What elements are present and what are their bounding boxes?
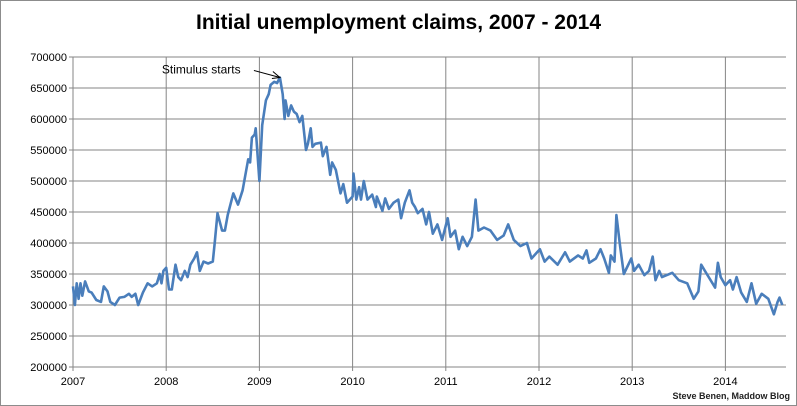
annotation-label: Stimulus starts (162, 62, 241, 76)
x-tick-label: 2012 (527, 376, 551, 388)
arrowhead-icon (271, 71, 282, 79)
x-tick-label: 2007 (61, 376, 85, 388)
y-tick-label: 250000 (30, 331, 67, 343)
x-tick-label: 2014 (713, 376, 737, 388)
y-tick-label: 500000 (30, 176, 67, 188)
y-tick-label: 700000 (30, 52, 67, 64)
y-tick-label: 200000 (30, 362, 67, 374)
y-tick-label: 650000 (30, 83, 67, 95)
y-tick-label: 350000 (30, 269, 67, 281)
y-tick-label: 550000 (30, 145, 67, 157)
y-tick-label: 400000 (30, 238, 67, 250)
x-tick-label: 2010 (340, 376, 364, 388)
y-tick-label: 300000 (30, 300, 67, 312)
annotation-arrow (253, 69, 281, 78)
y-tick-label: 600000 (30, 114, 67, 126)
y-tick-label: 450000 (30, 207, 67, 219)
x-tick-label: 2008 (154, 376, 178, 388)
source-credit: Steve Benen, Maddow Blog (672, 391, 790, 401)
series-line (71, 76, 784, 316)
chart-title: Initial unemployment claims, 2007 - 2014 (196, 11, 601, 34)
x-tick-label: 2011 (434, 376, 458, 388)
x-tick-label: 2009 (247, 376, 271, 388)
x-tick-label: 2013 (620, 376, 644, 388)
